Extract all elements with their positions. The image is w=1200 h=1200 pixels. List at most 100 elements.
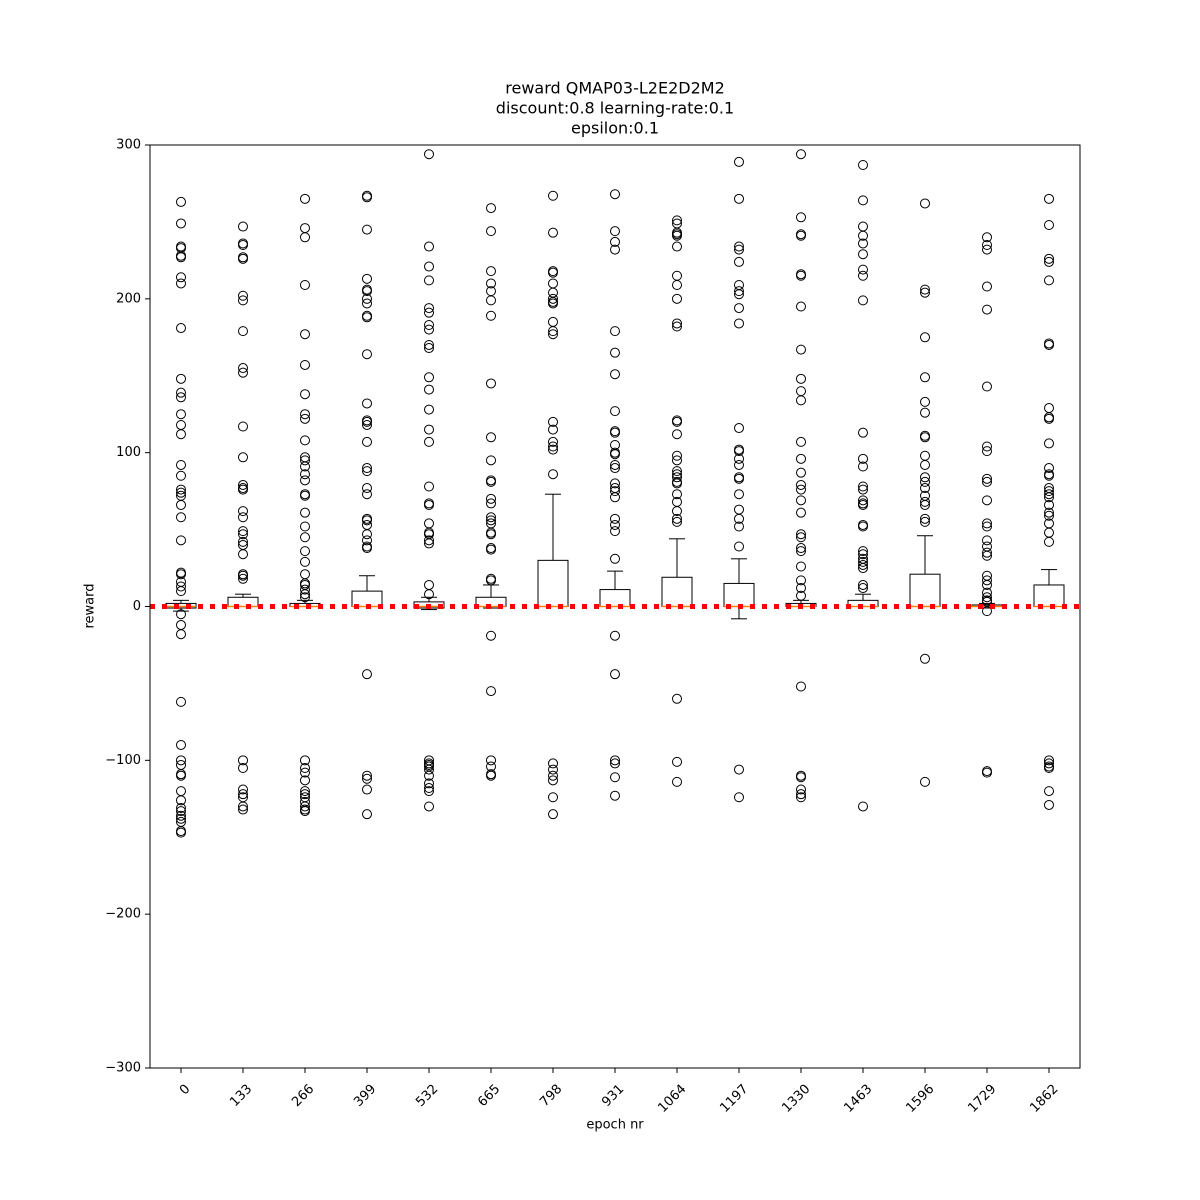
flier: [610, 449, 620, 460]
flier: [1044, 413, 1054, 424]
flier: [486, 203, 496, 214]
flier: [300, 775, 310, 786]
flier: [238, 479, 248, 490]
flier: [982, 518, 992, 529]
flier: [734, 446, 744, 457]
flier: [362, 515, 372, 526]
flier: [1044, 275, 1054, 286]
flier: [176, 272, 186, 283]
y-tick-label: −300: [105, 1061, 141, 1076]
flier: [920, 516, 930, 527]
flier: [796, 395, 806, 406]
flier: [548, 775, 558, 786]
flier: [920, 499, 930, 510]
flier: [548, 293, 558, 304]
flier: [610, 236, 620, 247]
flier: [920, 287, 930, 298]
flier: [920, 459, 930, 470]
flier: [238, 573, 248, 584]
flier: [548, 416, 558, 427]
flier: [362, 809, 372, 820]
flier: [796, 772, 806, 783]
flier: [796, 212, 806, 223]
flier: [424, 764, 434, 775]
flier: [362, 770, 372, 781]
flier: [982, 232, 992, 243]
flier: [982, 606, 992, 617]
flier: [610, 790, 620, 801]
flier: [796, 561, 806, 572]
flier: [858, 264, 868, 275]
flier: [176, 484, 186, 495]
flier: [610, 463, 620, 474]
flier: [362, 489, 372, 500]
x-axis-label: epoch nr: [586, 1118, 644, 1133]
flier: [238, 536, 248, 547]
flier: [734, 489, 744, 500]
flier: [362, 773, 372, 784]
flier: [858, 249, 868, 260]
flier: [486, 278, 496, 289]
flier: [300, 786, 310, 797]
flier: [176, 586, 186, 597]
flier: [362, 312, 372, 323]
flier: [672, 279, 682, 290]
flier: [734, 521, 744, 532]
flier: [300, 279, 310, 290]
flier: [610, 326, 620, 337]
flier: [300, 592, 310, 603]
flier: [920, 372, 930, 383]
flier: [920, 472, 930, 483]
flier: [238, 763, 248, 774]
flier: [796, 575, 806, 586]
flier: [486, 529, 496, 540]
flier: [548, 469, 558, 480]
flier: [238, 506, 248, 517]
flier: [362, 286, 372, 297]
flier: [920, 407, 930, 418]
flier: [734, 453, 744, 464]
flier: [858, 159, 868, 170]
flier: [1044, 786, 1054, 797]
flier: [610, 226, 620, 237]
flier: [796, 789, 806, 800]
flier: [672, 241, 682, 252]
flier: [300, 801, 310, 812]
flier: [672, 472, 682, 483]
flier: [672, 466, 682, 477]
flier: [548, 267, 558, 278]
flier: [300, 232, 310, 243]
y-axis-label: reward: [83, 583, 98, 628]
flier: [424, 436, 434, 447]
flier: [858, 230, 868, 241]
flier: [300, 359, 310, 370]
flier: [672, 230, 682, 241]
flier: [300, 755, 310, 766]
flier: [548, 329, 558, 340]
flier: [734, 193, 744, 204]
flier: [1044, 219, 1054, 230]
flier: [858, 461, 868, 472]
flier: [796, 532, 806, 543]
y-tick-label: 300: [116, 138, 141, 153]
flier: [176, 739, 186, 750]
flier: [424, 303, 434, 314]
flier: [858, 579, 868, 590]
flier: [176, 373, 186, 384]
flier: [920, 198, 930, 209]
flier: [796, 681, 806, 692]
flier: [300, 461, 310, 472]
flier: [300, 556, 310, 567]
flier: [238, 526, 248, 537]
flier: [610, 427, 620, 438]
flier: [796, 484, 806, 495]
chart-title: epsilon:0.1: [571, 119, 659, 138]
flier: [796, 529, 806, 540]
chart-title: discount:0.8 learning-rate:0.1: [496, 99, 734, 118]
flier: [486, 226, 496, 237]
flier: [486, 498, 496, 509]
flier: [424, 786, 434, 797]
flier: [734, 459, 744, 470]
flier: [610, 772, 620, 783]
flier: [858, 549, 868, 560]
